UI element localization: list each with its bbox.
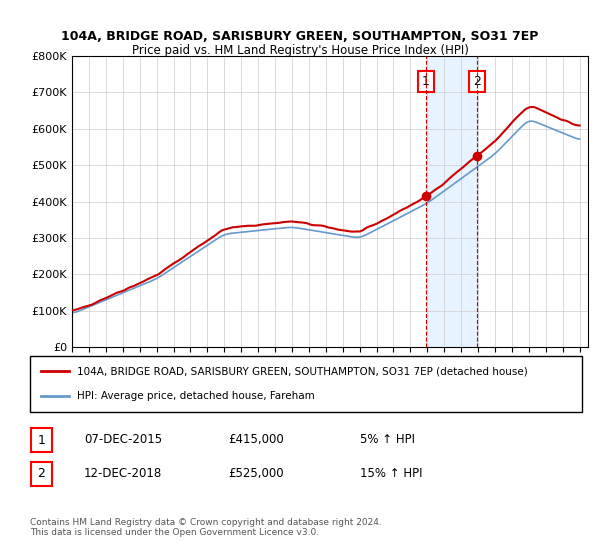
Text: 1: 1: [37, 433, 46, 447]
Text: 1: 1: [422, 75, 430, 88]
Text: £415,000: £415,000: [228, 433, 284, 446]
Text: 104A, BRIDGE ROAD, SARISBURY GREEN, SOUTHAMPTON, SO31 7EP: 104A, BRIDGE ROAD, SARISBURY GREEN, SOUT…: [61, 30, 539, 43]
Text: 07-DEC-2015: 07-DEC-2015: [84, 433, 162, 446]
Text: Price paid vs. HM Land Registry's House Price Index (HPI): Price paid vs. HM Land Registry's House …: [131, 44, 469, 57]
FancyBboxPatch shape: [31, 461, 52, 486]
Text: 104A, BRIDGE ROAD, SARISBURY GREEN, SOUTHAMPTON, SO31 7EP (detached house): 104A, BRIDGE ROAD, SARISBURY GREEN, SOUT…: [77, 366, 527, 376]
FancyBboxPatch shape: [31, 428, 52, 452]
Text: 2: 2: [473, 75, 481, 88]
Text: 5% ↑ HPI: 5% ↑ HPI: [360, 433, 415, 446]
FancyBboxPatch shape: [30, 356, 582, 412]
Text: 2: 2: [37, 467, 46, 480]
Text: 12-DEC-2018: 12-DEC-2018: [84, 466, 162, 480]
Text: £525,000: £525,000: [228, 466, 284, 480]
Text: 15% ↑ HPI: 15% ↑ HPI: [360, 466, 422, 480]
Text: Contains HM Land Registry data © Crown copyright and database right 2024.
This d: Contains HM Land Registry data © Crown c…: [30, 518, 382, 538]
Text: HPI: Average price, detached house, Fareham: HPI: Average price, detached house, Fare…: [77, 391, 314, 401]
